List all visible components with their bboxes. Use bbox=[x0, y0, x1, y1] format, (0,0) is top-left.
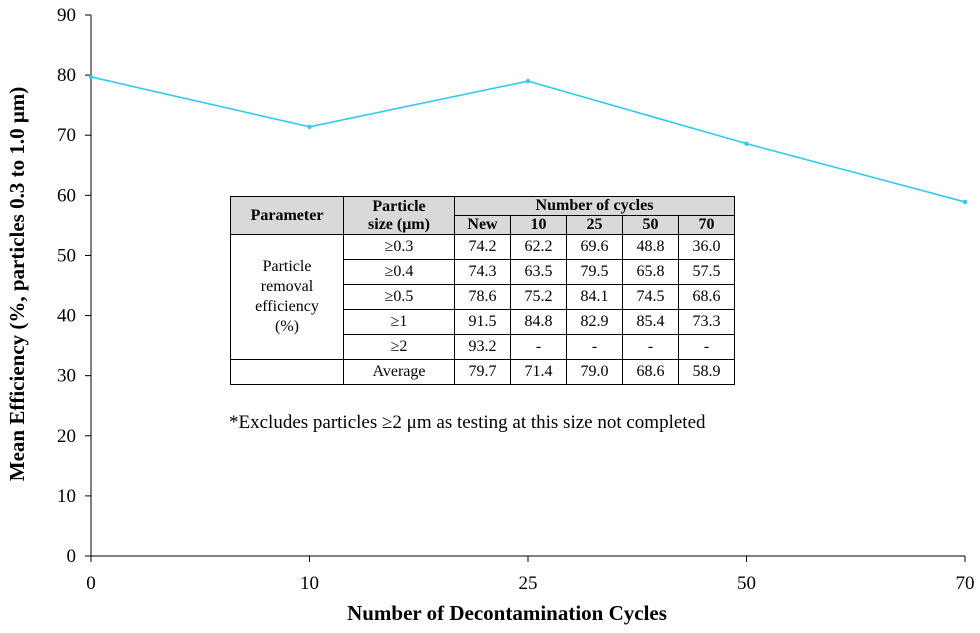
parameter-label-line: Particle bbox=[262, 258, 312, 275]
table-row: Average 79.7 71.4 79.0 68.6 58.9 bbox=[230, 359, 735, 385]
efficiency-value-cell: 68.6 bbox=[622, 359, 679, 385]
efficiency-value-cell: 69.6 bbox=[566, 234, 623, 260]
efficiency-value-cell: 91.5 bbox=[454, 309, 511, 335]
efficiency-value-cell: - bbox=[566, 334, 623, 360]
header-number-of-cycles: Number of cycles bbox=[454, 196, 735, 216]
y-tick-label: 50 bbox=[57, 245, 76, 266]
table-footnote: *Excludes particles ≥2 μm as testing at … bbox=[229, 412, 706, 433]
y-tick-label: 10 bbox=[57, 486, 76, 507]
table-row: ≥2 93.2- - - - bbox=[231, 334, 735, 360]
efficiency-value-cell: 57.5 bbox=[678, 259, 735, 285]
x-tick-label: 25 bbox=[519, 573, 538, 594]
y-tick-label: 30 bbox=[57, 366, 76, 387]
x-tick-label: 70 bbox=[956, 573, 975, 594]
parameter-empty-cell bbox=[230, 359, 344, 385]
efficiency-value-cell: 82.9 bbox=[566, 309, 623, 335]
efficiency-value-cell: 74.5 bbox=[622, 284, 679, 310]
data-point bbox=[307, 124, 312, 130]
efficiency-value-cell: 74.3 bbox=[454, 259, 511, 285]
x-axis-ticks: 0 10 25 50 70 bbox=[86, 556, 975, 594]
header-size-line1: Particle bbox=[372, 197, 426, 215]
efficiency-value-cell: - bbox=[622, 334, 679, 360]
y-tick-label: 40 bbox=[57, 306, 76, 327]
header-cycle-new: New bbox=[454, 215, 511, 235]
parameter-label-line: removal bbox=[260, 278, 314, 295]
efficiency-value-cell: - bbox=[678, 334, 735, 360]
efficiency-value-cell: 93.2 bbox=[454, 334, 511, 360]
header-cycle-25: 25 bbox=[566, 215, 623, 235]
efficiency-value-cell: 79.5 bbox=[566, 259, 623, 285]
data-point bbox=[962, 199, 968, 205]
y-axis-title: Mean Efficiency (%, particles 0.3 to 1.0… bbox=[5, 87, 29, 481]
efficiency-value-cell: 58.9 bbox=[678, 359, 735, 385]
efficiency-table: Parameter Particle size (μm) Number of c… bbox=[230, 196, 735, 385]
header-parameter: Parameter bbox=[230, 196, 344, 235]
data-point bbox=[525, 78, 531, 84]
series-mean-efficiency bbox=[88, 74, 968, 205]
efficiency-value-cell: 63.5 bbox=[510, 259, 567, 285]
efficiency-value-cell: 48.8 bbox=[622, 234, 679, 260]
data-point bbox=[744, 141, 749, 146]
header-cycle-10: 10 bbox=[510, 215, 567, 235]
header-size-line2: size (μm) bbox=[368, 215, 430, 233]
table-body: Particle removal efficiency (%) ≥0.3 74.2 62.2… bbox=[230, 234, 735, 385]
efficiency-value-cell: 79.7 bbox=[454, 359, 511, 385]
efficiency-value-cell: 79.0 bbox=[566, 359, 623, 385]
efficiency-value-cell: 74.2 bbox=[454, 234, 511, 260]
efficiency-value-cell: 68.6 bbox=[678, 284, 735, 310]
y-tick-label: 70 bbox=[57, 125, 76, 146]
efficiency-value-cell: 75.2 bbox=[510, 284, 567, 310]
series-line bbox=[90, 76, 966, 203]
particle-size-cell: ≥0.4 bbox=[343, 259, 455, 285]
x-tick-label: 0 bbox=[86, 573, 96, 594]
x-tick-label: 10 bbox=[300, 573, 319, 594]
x-axis-title: Number of Decontamination Cycles bbox=[347, 601, 667, 625]
table-row: Particle removal efficiency (%) ≥0.3 74.2 62.2… bbox=[230, 234, 735, 360]
particle-size-cell: ≥2 bbox=[343, 334, 455, 360]
header-cycle-50: 50 bbox=[622, 215, 679, 235]
data-point bbox=[88, 74, 94, 80]
y-tick-label: 20 bbox=[57, 426, 76, 447]
table-row: ≥0.5 78.6 75.2 84.1 74.5 68.6 bbox=[231, 284, 735, 310]
y-tick-label: 90 bbox=[57, 5, 76, 26]
particle-size-cell: ≥0.5 bbox=[343, 284, 455, 310]
efficiency-value-cell: 73.3 bbox=[678, 309, 735, 335]
y-tick-label: 60 bbox=[57, 185, 76, 206]
efficiency-value-cell: 62.2 bbox=[510, 234, 567, 260]
y-tick-label: 0 bbox=[67, 546, 77, 567]
efficiency-value-cell: 84.8 bbox=[510, 309, 567, 335]
table-row: ≥0.4 74.3 63.5 79.5 65.8 57.5 bbox=[231, 259, 735, 285]
table-row: ≥1 91.5 84.8 82.9 85.4 73.3 bbox=[231, 309, 735, 335]
y-tick-label: 80 bbox=[57, 65, 76, 86]
parameter-label-line: (%) bbox=[275, 318, 299, 335]
efficiency-value-cell: 78.6 bbox=[454, 284, 511, 310]
y-axis-ticks: 0 10 20 30 40 50 60 70 80 90 bbox=[57, 5, 91, 567]
particle-size-cell: ≥0.3 bbox=[343, 234, 455, 260]
efficiency-value-cell: 85.4 bbox=[622, 309, 679, 335]
efficiency-value-cell: - bbox=[510, 334, 567, 360]
efficiency-value-cell: 84.1 bbox=[566, 284, 623, 310]
parameter-label-line: efficiency bbox=[255, 298, 319, 315]
particle-size-cell: Average bbox=[343, 359, 455, 385]
particle-size-cell: ≥1 bbox=[343, 309, 455, 335]
efficiency-value-cell: 71.4 bbox=[510, 359, 567, 385]
efficiency-value-cell: 65.8 bbox=[622, 259, 679, 285]
x-tick-label: 50 bbox=[737, 573, 756, 594]
header-cycle-70: 70 bbox=[678, 215, 735, 235]
header-particle-size: Particle size (μm) bbox=[343, 196, 455, 235]
parameter-label-cell: Particle removal efficiency (%) bbox=[230, 234, 344, 360]
efficiency-value-cell: 36.0 bbox=[678, 234, 735, 260]
